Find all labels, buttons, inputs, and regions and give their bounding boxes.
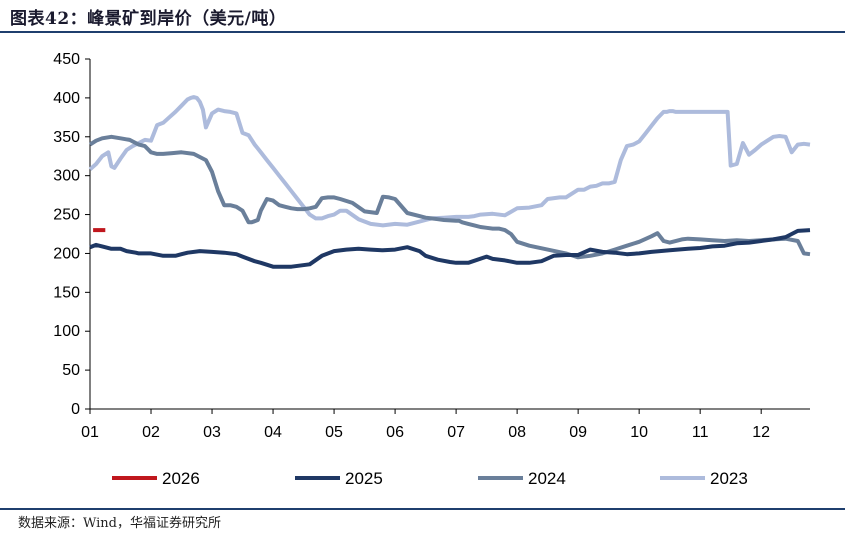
x-tick-label: 04 xyxy=(264,424,282,441)
bottom-rule xyxy=(0,508,845,510)
source-note: 数据来源：Wind，华福证券研究所 xyxy=(18,516,221,531)
y-tick-label: 450 xyxy=(53,51,80,68)
legend-label-2025: 2025 xyxy=(345,469,383,488)
chart-legend: 2026 2025 2024 2023 xyxy=(112,469,748,488)
y-tick-label: 0 xyxy=(71,401,80,418)
legend-label-2023: 2023 xyxy=(710,469,748,488)
series-line-2024 xyxy=(88,134,811,260)
x-tick-label: 11 xyxy=(692,424,709,441)
x-tick-label: 09 xyxy=(569,424,587,441)
chart-series xyxy=(88,95,811,269)
y-tick-label: 150 xyxy=(53,284,80,301)
top-rule xyxy=(0,31,845,33)
y-tick-label: 250 xyxy=(53,207,80,224)
y-tick-label: 200 xyxy=(53,245,80,262)
x-tick-label: 12 xyxy=(752,424,770,441)
x-tick-label: 10 xyxy=(630,424,648,441)
series-line-2025 xyxy=(89,228,811,269)
y-tick-label: 400 xyxy=(53,90,80,107)
y-tick-label: 100 xyxy=(53,323,80,340)
y-tick-label: 50 xyxy=(62,362,80,379)
x-tick-label: 06 xyxy=(386,424,404,441)
legend-label-2026: 2026 xyxy=(162,469,200,488)
y-tick-label: 300 xyxy=(53,168,80,185)
x-tick-label: 02 xyxy=(142,424,160,441)
series-line-2023 xyxy=(88,95,811,228)
x-tick-label: 01 xyxy=(81,424,99,441)
chart-axes: 0 50 100 150 200 250 300 350 400 450 01 02 03 04 05 06 0… xyxy=(53,51,810,441)
x-tick-label: 03 xyxy=(203,424,221,441)
x-tick-label: 07 xyxy=(447,424,465,441)
legend-label-2024: 2024 xyxy=(528,469,566,488)
y-tick-label: 350 xyxy=(53,129,80,146)
x-tick-label: 08 xyxy=(508,424,526,441)
figure-title: 图表42：峰景矿到岸价（美元/吨） xyxy=(10,9,287,29)
x-tick-label: 05 xyxy=(325,424,343,441)
